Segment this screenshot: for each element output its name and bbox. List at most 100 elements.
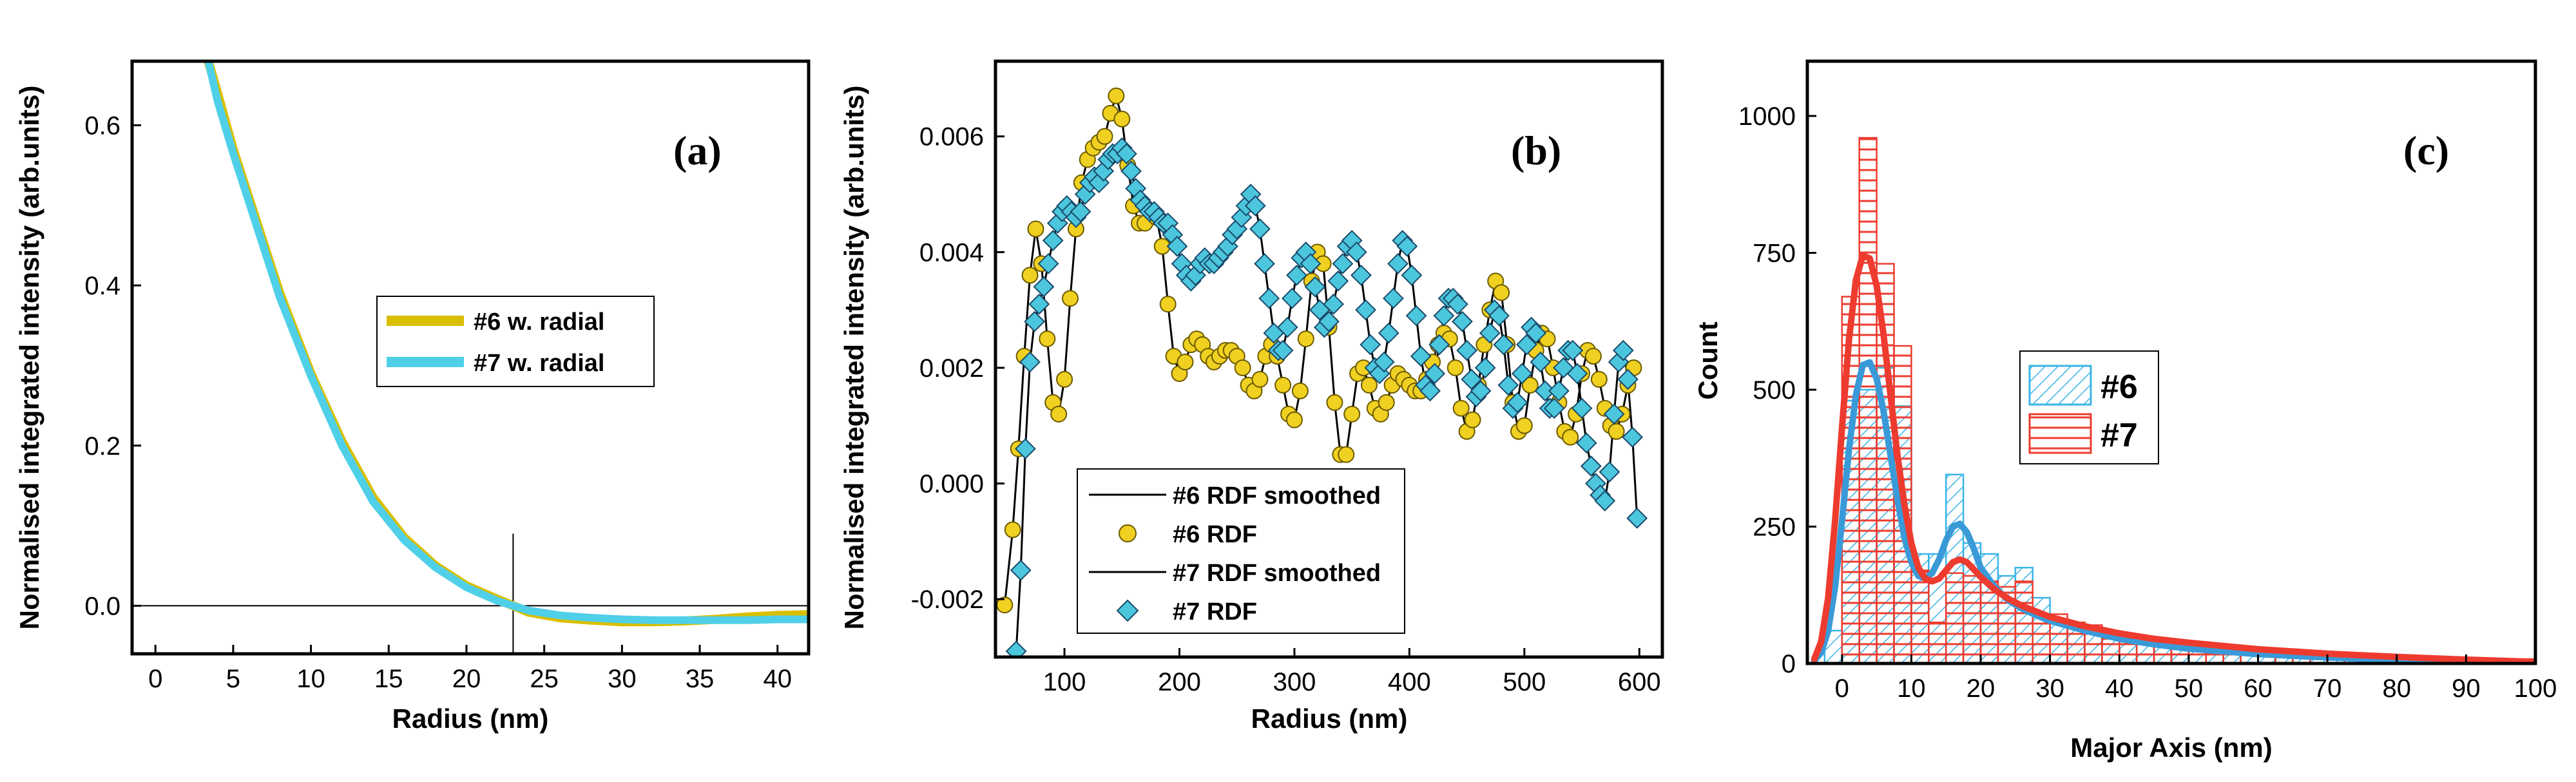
legend-label-7: #7 bbox=[2100, 417, 2138, 454]
rdf7-point bbox=[1622, 426, 1644, 448]
panel-a-ytick-label: 0.6 bbox=[84, 111, 120, 140]
rdf7-point bbox=[1373, 351, 1395, 373]
rdf7-point bbox=[1571, 397, 1593, 419]
panel-c-frame bbox=[1805, 59, 2537, 665]
panel-b: 100 200 300 400 500 600 -0.002 0.000 0.002 0.004 0… bbox=[839, 59, 1664, 734]
rdf7-point bbox=[1488, 305, 1510, 327]
panel-b-ytick-label: 0.006 bbox=[919, 123, 984, 151]
rdf7-point bbox=[1272, 339, 1294, 361]
panel-c-ytick-label: 750 bbox=[1753, 240, 1796, 268]
rdf7-point bbox=[1428, 334, 1450, 356]
rdf7-point bbox=[1327, 270, 1349, 292]
rdf6-point bbox=[1039, 330, 1056, 348]
rdf7-point bbox=[1281, 287, 1303, 309]
panel-a-xtick-label: 20 bbox=[452, 665, 481, 693]
panel-b-legend: #6 RDF smoothed #6 RDF #7 RDF smoothed #… bbox=[1077, 468, 1405, 634]
rdf6-point bbox=[1177, 353, 1194, 370]
rdf6-point bbox=[1493, 284, 1510, 301]
panel-b-ytick-label: 0.000 bbox=[919, 470, 984, 499]
rdf7-point bbox=[1249, 218, 1271, 240]
legend-label-6: #6 bbox=[2100, 368, 2138, 406]
panel-c-xtick-label: 70 bbox=[2313, 674, 2342, 703]
panel-a-xtick-label: 0 bbox=[148, 665, 162, 693]
rdf6-point bbox=[1515, 417, 1533, 434]
panel-a-frame bbox=[130, 59, 811, 656]
rdf7-point bbox=[1276, 316, 1298, 338]
panel-c-xtick-label: 80 bbox=[2383, 674, 2412, 703]
rdf6-point bbox=[1096, 128, 1113, 145]
panel-c-ytick-label: 1000 bbox=[1738, 102, 1796, 131]
rdf7-point bbox=[1014, 438, 1036, 460]
rdf7-point bbox=[1350, 264, 1372, 286]
rdf7-point bbox=[1033, 276, 1055, 298]
rdf7-point bbox=[1575, 432, 1597, 454]
rdf7-point bbox=[1244, 195, 1266, 216]
rdf7-point bbox=[1318, 310, 1340, 332]
series-line-7 bbox=[204, 61, 809, 624]
rdf7-point bbox=[1433, 305, 1455, 327]
rdf7-point bbox=[1258, 287, 1280, 309]
panel-a-xtick-label: 25 bbox=[530, 665, 559, 693]
panel-c-xtick-label: 100 bbox=[2514, 674, 2557, 703]
rdf7-point bbox=[1166, 235, 1188, 257]
rdf6-point bbox=[1584, 348, 1602, 365]
panel-c-ytick-label: 500 bbox=[1753, 376, 1796, 405]
legend-label-7-smoothed: #7 RDF smoothed bbox=[1173, 560, 1381, 587]
rdf7-point bbox=[1005, 640, 1027, 657]
panel-c-ytick-label: 250 bbox=[1753, 513, 1796, 542]
rdf7-point bbox=[1383, 287, 1404, 309]
panel-a-xtick-label: 10 bbox=[296, 665, 325, 693]
rdf7-point bbox=[1345, 241, 1367, 263]
rdf7-point bbox=[1461, 368, 1483, 390]
panel-a-xlabel: Radius (nm) bbox=[392, 703, 549, 734]
panel-c-xtick-label: 50 bbox=[2175, 674, 2204, 703]
rdf7-point bbox=[1419, 380, 1441, 402]
rdf7-point bbox=[1042, 229, 1064, 251]
panel-a-xtick-label: 35 bbox=[686, 665, 715, 693]
rdf7-point bbox=[1506, 392, 1528, 414]
rdf7-point bbox=[1355, 299, 1377, 321]
rdf7-point bbox=[1037, 253, 1059, 274]
panel-b-ytick-label: -0.002 bbox=[911, 586, 984, 614]
rdf6-point bbox=[1056, 370, 1073, 388]
panel-a-xtick-label: 40 bbox=[763, 665, 792, 693]
panel-b-label: (b) bbox=[1511, 128, 1561, 173]
hist-bar-7 bbox=[1945, 572, 1965, 663]
rdf7-point bbox=[1447, 293, 1468, 315]
rdf6-point bbox=[1343, 405, 1361, 423]
panel-a-xtick-label: 30 bbox=[608, 665, 637, 693]
panel-b-xtick-label: 500 bbox=[1503, 668, 1546, 696]
rdf6-point bbox=[1338, 446, 1355, 463]
hist-bar-7 bbox=[1858, 137, 1878, 663]
rdf6-point bbox=[1521, 376, 1539, 394]
rdf7-point bbox=[1548, 380, 1570, 402]
panel-b-xtick-label: 200 bbox=[1158, 668, 1201, 696]
rdf7-point bbox=[1323, 293, 1345, 315]
panel-b-xtick-label: 300 bbox=[1273, 668, 1316, 696]
rdf7-point bbox=[1516, 334, 1537, 356]
rdf6-point bbox=[1285, 411, 1303, 428]
legend-marker-7 bbox=[1116, 599, 1139, 622]
panel-b-ytick-label: 0.002 bbox=[919, 354, 984, 383]
rdf7-point bbox=[1396, 235, 1418, 257]
rdf7-point bbox=[1360, 334, 1381, 356]
rdf6-point bbox=[1464, 411, 1481, 428]
rdf7-point bbox=[1493, 334, 1515, 356]
panel-c-xtick-label: 10 bbox=[1897, 674, 1926, 703]
legend-swatch-6 bbox=[2028, 365, 2092, 406]
rdf6-point bbox=[1234, 359, 1251, 376]
rdf6-point bbox=[1326, 394, 1343, 411]
panel-c-xtick-label: 20 bbox=[1966, 674, 1995, 703]
panel-b-xtick-label: 600 bbox=[1618, 668, 1661, 696]
panel-a-ytick-label: 0.4 bbox=[84, 272, 120, 300]
hist-bar-7 bbox=[2101, 638, 2120, 663]
panel-b-xtick-label: 400 bbox=[1388, 668, 1431, 696]
hist-bar-7 bbox=[1962, 575, 1982, 663]
rdf7-point bbox=[1603, 403, 1625, 425]
rdf7-point bbox=[1474, 357, 1496, 379]
legend-swatch-7 bbox=[2028, 413, 2092, 454]
rdf7-point bbox=[1401, 264, 1423, 286]
rdf7-point bbox=[1543, 397, 1565, 419]
rdf7-point bbox=[1304, 276, 1326, 298]
